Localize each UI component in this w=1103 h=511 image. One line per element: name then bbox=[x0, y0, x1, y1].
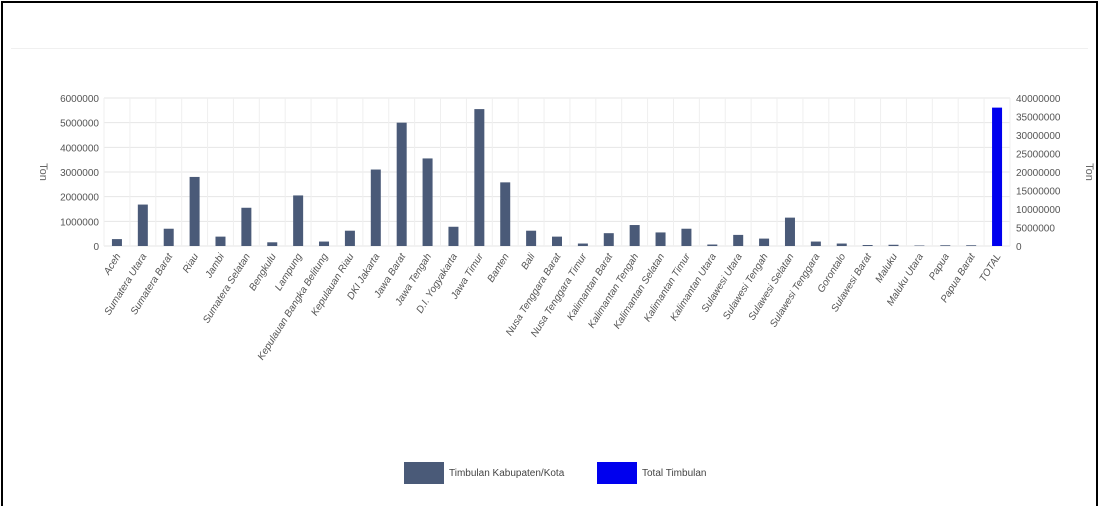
x-tick-label: Aceh bbox=[102, 251, 124, 277]
bar-1-7[interactable] bbox=[293, 195, 304, 246]
left-tick-label: 5000000 bbox=[60, 119, 99, 130]
x-tick-label: Banten bbox=[486, 251, 512, 284]
left-tick-label: 6000000 bbox=[60, 94, 99, 105]
bar-1-28[interactable] bbox=[836, 243, 847, 246]
x-tick-label: Jambi bbox=[203, 251, 227, 281]
bar-1-17[interactable] bbox=[552, 236, 562, 246]
bar-1-5[interactable] bbox=[241, 207, 252, 246]
bar-1-32[interactable] bbox=[940, 245, 951, 246]
grid bbox=[103, 97, 1011, 247]
right-tick-label: 20000000 bbox=[1016, 168, 1061, 179]
x-tick-label: Bali bbox=[519, 251, 538, 272]
bar-1-11[interactable] bbox=[396, 122, 407, 246]
bar-1-18[interactable] bbox=[577, 243, 588, 246]
x-tick-label: Riau bbox=[181, 251, 201, 275]
panel-divider bbox=[11, 48, 1088, 49]
right-tick-label: 0 bbox=[1016, 242, 1022, 253]
bar-1-12[interactable] bbox=[422, 158, 433, 246]
left-tick-label: 2000000 bbox=[60, 193, 99, 204]
bar-1-9[interactable] bbox=[344, 230, 355, 246]
bar-1-16[interactable] bbox=[526, 230, 537, 246]
left-tick-label: 0 bbox=[93, 242, 99, 253]
right-tick-label: 15000000 bbox=[1016, 187, 1061, 198]
legend-label-series-1[interactable]: Timbulan Kabupaten/Kota bbox=[449, 468, 565, 479]
bar-1-4[interactable] bbox=[215, 236, 226, 246]
bar-1-15[interactable] bbox=[500, 182, 511, 246]
bar-1-33[interactable] bbox=[966, 245, 977, 246]
right-axis-title: Ton bbox=[1083, 163, 1095, 181]
bar-1-20[interactable] bbox=[629, 225, 640, 246]
left-axis-ticks: 0 1000000 2000000 3000000 4000000 5000000 6000… bbox=[60, 94, 99, 253]
bar-1-26[interactable] bbox=[784, 217, 795, 246]
x-tick-label: Papua bbox=[927, 251, 952, 282]
legend-label-series-2[interactable]: Total Timbulan bbox=[642, 468, 706, 479]
bar-1-24[interactable] bbox=[733, 234, 744, 246]
x-tick-label: Sumatera Selatan bbox=[201, 251, 253, 325]
bar-1-14[interactable] bbox=[474, 109, 485, 246]
right-tick-label: 30000000 bbox=[1016, 131, 1061, 142]
right-tick-label: 25000000 bbox=[1016, 150, 1061, 161]
bar-1-27[interactable] bbox=[810, 241, 821, 246]
bar-1-6[interactable] bbox=[267, 242, 278, 246]
bar-1-22[interactable] bbox=[681, 228, 692, 246]
left-tick-label: 3000000 bbox=[60, 168, 99, 179]
x-tick-label: Maluku bbox=[874, 251, 901, 285]
bar-1-2[interactable] bbox=[163, 228, 174, 246]
bar-1-23[interactable] bbox=[707, 244, 718, 246]
bar-1-1[interactable] bbox=[137, 204, 148, 246]
bar-1-19[interactable] bbox=[603, 233, 614, 246]
bar-1-13[interactable] bbox=[448, 226, 459, 246]
legend-swatch-series-2[interactable] bbox=[597, 462, 637, 484]
bar-1-25[interactable] bbox=[759, 238, 770, 246]
right-axis-ticks: 0 5000000 10000000 15000000 20000000 25000000… bbox=[1016, 94, 1061, 253]
right-tick-label: 35000000 bbox=[1016, 113, 1061, 124]
bar-1-3[interactable] bbox=[189, 176, 200, 246]
left-tick-label: 1000000 bbox=[60, 217, 99, 228]
bar-2-34[interactable] bbox=[992, 107, 1003, 247]
left-tick-label: 4000000 bbox=[60, 143, 99, 154]
right-tick-label: 10000000 bbox=[1016, 205, 1061, 216]
legend: Timbulan Kabupaten/Kota Total Timbulan bbox=[404, 462, 706, 484]
bar-1-10[interactable] bbox=[370, 169, 381, 246]
right-tick-label: 5000000 bbox=[1016, 224, 1055, 235]
legend-swatch-series-1[interactable] bbox=[404, 462, 444, 484]
bar-1-30[interactable] bbox=[888, 244, 899, 246]
x-tick-label: TOTAL bbox=[978, 252, 1004, 284]
left-axis-title: Ton bbox=[37, 163, 49, 181]
x-tick-label: Sulawesi Tenggara bbox=[768, 251, 822, 329]
bars bbox=[111, 107, 1003, 247]
right-tick-label: 40000000 bbox=[1016, 94, 1061, 105]
bar-1-21[interactable] bbox=[655, 232, 666, 246]
bar-1-8[interactable] bbox=[319, 241, 330, 246]
bar-1-29[interactable] bbox=[862, 245, 873, 246]
x-tick-label: Kalimantan Timur bbox=[642, 251, 693, 324]
bar-1-0[interactable] bbox=[111, 239, 122, 246]
